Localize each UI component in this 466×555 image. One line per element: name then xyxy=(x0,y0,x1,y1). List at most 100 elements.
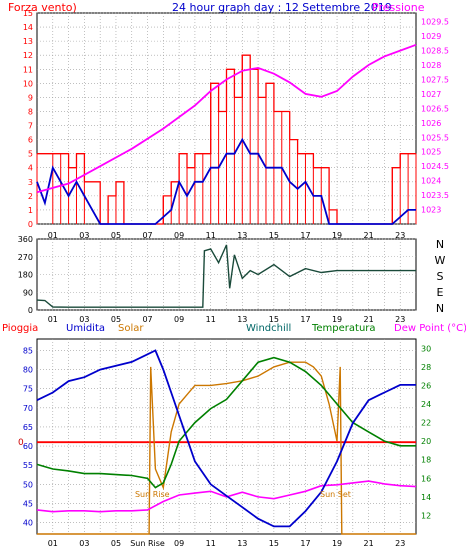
wind-speed-y-tick: 14 xyxy=(23,23,33,32)
pressure-y-tick: 1024 xyxy=(421,177,441,186)
temperature-x-tick: 11 xyxy=(206,539,216,548)
wind-speed-y-tick: 12 xyxy=(23,51,33,60)
temperature-y-tick: 14 xyxy=(421,493,431,502)
temperature-x-tick: 15 xyxy=(269,539,279,548)
legend-item: Pioggia xyxy=(2,323,38,334)
pressure-y-tick: 1026 xyxy=(421,119,441,128)
wind-speed-x-tick: 09 xyxy=(174,231,184,240)
wind-direction-x-tick: 21 xyxy=(364,315,374,324)
humidity-y-tick: 60 xyxy=(23,442,33,451)
bottom-legend: Pioggia Umidita Solar Windchill Temperatura D… xyxy=(2,323,466,334)
wind-speed-x-tick: 05 xyxy=(111,231,121,240)
wind-direction-x-tick: 23 xyxy=(395,315,405,324)
temperature-y-tick: 12 xyxy=(421,511,431,520)
legend-item: Umidita xyxy=(66,323,105,334)
temperature-y-tick: 22 xyxy=(421,419,431,428)
humidity-y-tick: 85 xyxy=(23,346,33,355)
temperature-y-tick: 30 xyxy=(421,344,431,353)
wind-speed-y-tick: 13 xyxy=(23,37,33,46)
wind-direction-x-tick: 15 xyxy=(269,315,279,324)
temperature-x-tick: 17 xyxy=(300,539,310,548)
pressure-y-tick: 1029.5 xyxy=(421,18,449,27)
pressure-y-tick: 1025 xyxy=(421,148,441,157)
pressure-y-tick: 1025.5 xyxy=(421,133,449,142)
wind-direction-x-tick: 17 xyxy=(300,315,310,324)
wind-speed-y-tick: 6 xyxy=(28,136,33,145)
wind-speed-x-tick: 21 xyxy=(364,231,374,240)
pressure-y-tick: 1028.5 xyxy=(421,47,449,56)
wind-speed-x-tick: 15 xyxy=(269,231,279,240)
compass-letter: N xyxy=(436,238,444,251)
wind-direction-x-tick: 13 xyxy=(237,315,247,324)
rain-zero-label: 0 xyxy=(18,438,24,448)
humidity-y-tick: 55 xyxy=(23,461,33,470)
wind-speed-y-tick: 2 xyxy=(28,192,33,201)
wind-speed-y-tick: 1 xyxy=(28,206,33,215)
header-center-title: 24 hour graph day : 12 Settembre 2019 xyxy=(172,1,392,14)
temperature-y-tick: 24 xyxy=(421,400,431,409)
wind-speed-x-tick: 11 xyxy=(206,231,216,240)
sunrise-annotation: Sun Rise xyxy=(135,490,170,499)
pressure-y-tick: 1023.5 xyxy=(421,191,449,200)
humidity-y-tick: 45 xyxy=(23,499,33,508)
humidity-y-tick: 50 xyxy=(23,480,33,489)
wind-speed-y-tick: 4 xyxy=(28,164,33,173)
pressure-y-tick: 1027.5 xyxy=(421,75,449,84)
wind-speed-y-tick: 7 xyxy=(28,122,33,131)
temperature-x-tick: 19 xyxy=(332,539,342,548)
wind-direction-x-tick: 05 xyxy=(111,315,121,324)
compass-letter: S xyxy=(437,270,444,283)
wind-direction-x-tick: 11 xyxy=(206,315,216,324)
wind-direction-y-tick: 90 xyxy=(23,288,33,297)
temperature-y-tick: 28 xyxy=(421,363,431,372)
series-wind-direction xyxy=(36,244,416,308)
compass-letter: W xyxy=(435,254,446,267)
wind-speed-x-tick: 07 xyxy=(142,231,152,240)
wind-direction-x-tick: 03 xyxy=(79,315,89,324)
wind-direction-y-tick: 270 xyxy=(18,253,33,262)
legend-item: Dew Point (°C) xyxy=(394,323,466,334)
compass-letter: E xyxy=(437,286,444,299)
humidity-y-tick: 40 xyxy=(23,519,33,528)
pressure-y-tick: 1026.5 xyxy=(421,104,449,113)
wind-speed-y-tick: 11 xyxy=(23,65,33,74)
humidity-y-tick: 65 xyxy=(23,423,33,432)
series-pressure xyxy=(36,43,417,194)
wind-speed-x-tick: 17 xyxy=(300,231,310,240)
temperature-x-tick: 03 xyxy=(79,539,89,548)
pressure-y-tick: 1029 xyxy=(421,32,441,41)
wind-speed-y-tick: 5 xyxy=(28,150,33,159)
wind-speed-x-tick: 13 xyxy=(237,231,247,240)
temperature-y-tick: 20 xyxy=(421,437,431,446)
temperature-y-tick: 16 xyxy=(421,474,431,483)
temperature-x-tick: 13 xyxy=(237,539,247,548)
legend-item: Temperatura xyxy=(311,323,376,334)
legend-item: Windchill xyxy=(246,323,291,334)
wind-direction-y-tick: 0 xyxy=(28,306,33,315)
temperature-x-tick: Sun Rise xyxy=(130,539,165,548)
wind-direction-y-tick: 360 xyxy=(18,235,33,244)
wind-speed-y-tick: 0 xyxy=(28,220,33,229)
wind-speed-y-tick: 10 xyxy=(23,79,33,88)
wind-direction-y-tick: 180 xyxy=(18,271,33,280)
temperature-x-tick: 01 xyxy=(48,539,58,548)
wind-speed-y-tick: 8 xyxy=(28,107,33,116)
wind-speed-x-tick: 03 xyxy=(79,231,89,240)
wind-direction-x-tick: 01 xyxy=(48,315,58,324)
wind-direction-x-tick: 07 xyxy=(142,315,152,324)
wind-speed-y-tick: 15 xyxy=(23,9,33,18)
humidity-y-tick: 75 xyxy=(23,385,33,394)
wind-speed-x-tick: 19 xyxy=(332,231,342,240)
pressure-y-tick: 1023 xyxy=(421,206,441,215)
pressure-y-tick: 1027 xyxy=(421,90,441,99)
temperature-x-tick: 05 xyxy=(111,539,121,548)
legend-item: Solar xyxy=(118,323,144,334)
compass-letter: N xyxy=(436,302,444,315)
wind-speed-y-tick: 3 xyxy=(28,178,33,187)
wind-speed-x-tick: 01 xyxy=(48,231,58,240)
sunset-annotation: Sun Set xyxy=(320,490,351,499)
wind-speed-x-tick: 23 xyxy=(395,231,405,240)
wind-direction-x-tick: 09 xyxy=(174,315,184,324)
header-left-title: Forza vento) xyxy=(8,1,77,14)
